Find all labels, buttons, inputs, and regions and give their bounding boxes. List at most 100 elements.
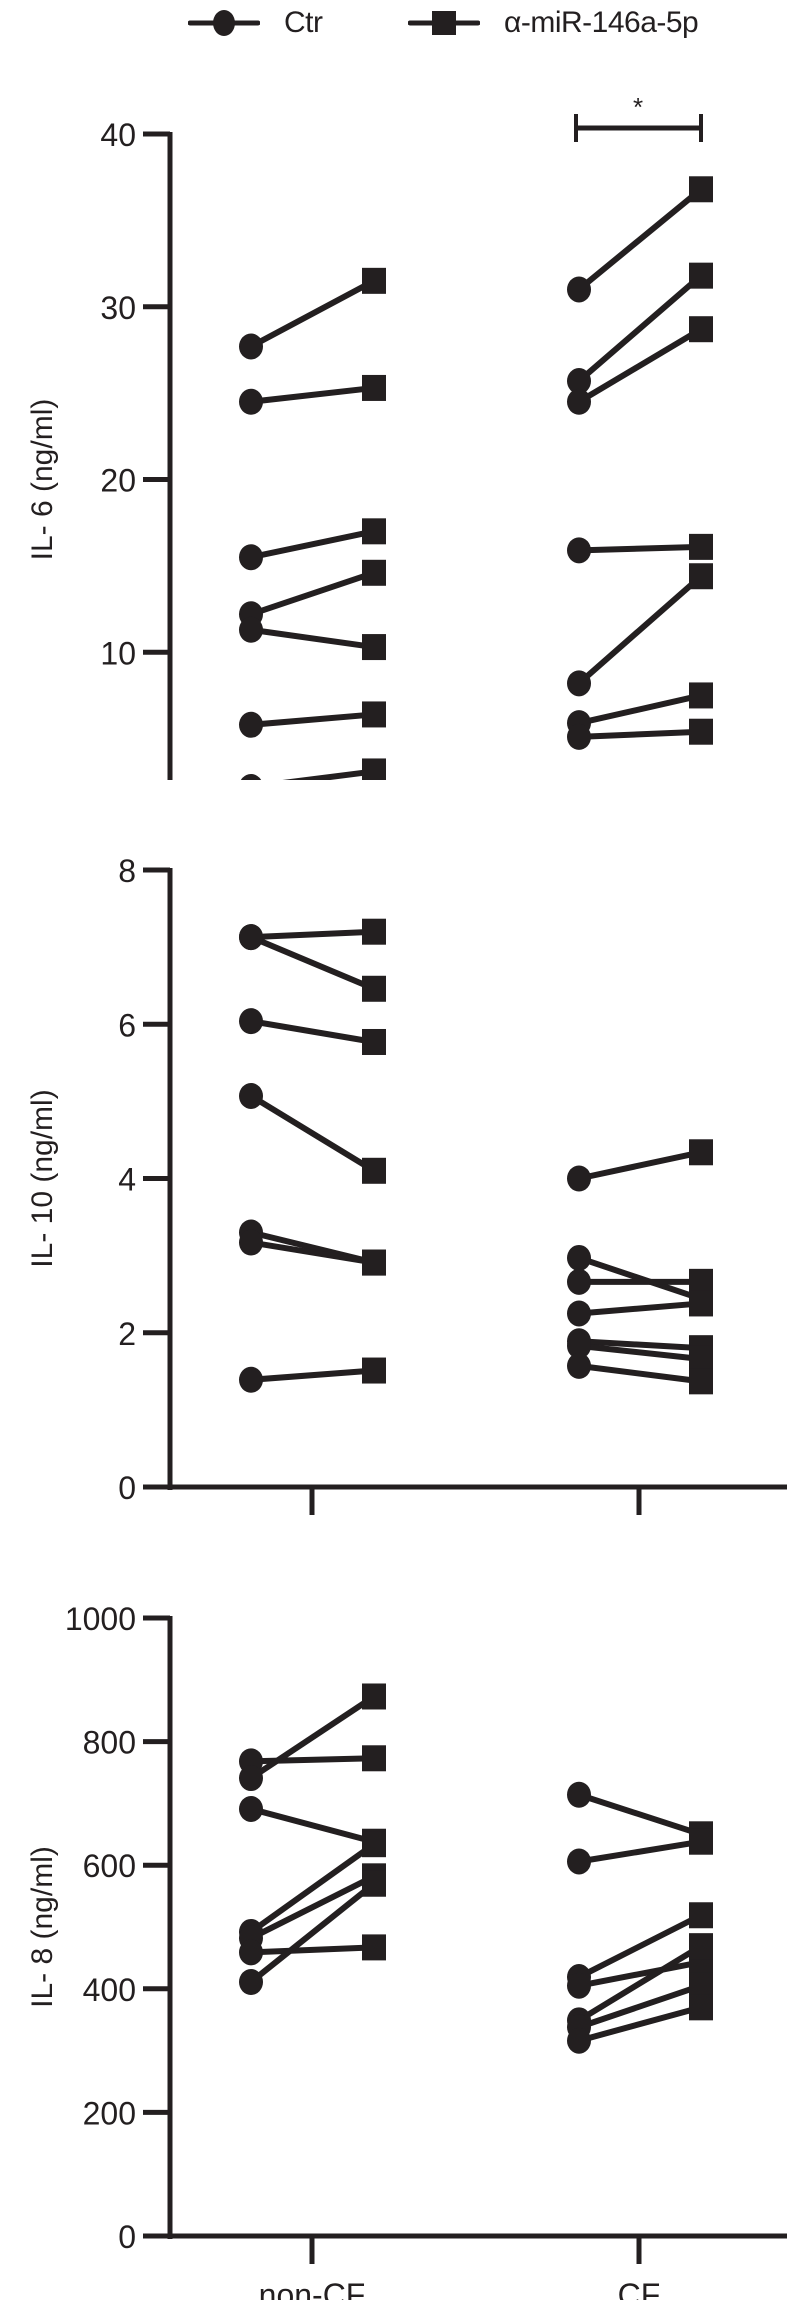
y-tick-label: 0	[118, 1470, 136, 1506]
ctr-point	[567, 368, 591, 395]
pair-line	[249, 934, 376, 992]
pair-line	[578, 1838, 702, 1865]
pair-line	[250, 1367, 375, 1383]
circle-marker-icon	[188, 10, 260, 36]
pair-line	[577, 326, 703, 405]
pair-line	[250, 1755, 375, 1765]
pair-line	[578, 2004, 702, 2044]
treatment-point	[689, 533, 713, 560]
y-tick-label: 20	[100, 463, 136, 499]
pair-group-non-cf	[239, 1683, 386, 1996]
treatment-point	[689, 316, 713, 343]
pair-line	[578, 1959, 702, 1989]
treatment-point	[362, 374, 386, 401]
ctr-point	[567, 276, 591, 303]
ctr-point	[567, 1332, 591, 1359]
pair-line	[249, 1841, 376, 1935]
pair-line	[578, 1255, 702, 1302]
treatment-point	[362, 1357, 386, 1384]
pair-line	[578, 1791, 702, 1838]
pair-group-cf	[567, 1781, 713, 2054]
ctr-point	[567, 1300, 591, 1327]
pair-line	[577, 273, 703, 384]
x-tick-label-cf: CF	[618, 2277, 661, 2300]
treatment-point	[689, 1290, 713, 1317]
treatment-point	[689, 176, 713, 203]
ctr-point	[567, 1268, 591, 1295]
y-axis-label: IL- 6 (ng/ml)	[26, 399, 59, 561]
pair-line	[578, 1149, 702, 1182]
treatment-point	[689, 1139, 713, 1166]
treatment-point	[362, 1249, 386, 1276]
treatment-point	[689, 682, 713, 709]
y-tick-label: 0	[118, 2219, 136, 2255]
y-tick-label: 200	[83, 2095, 136, 2131]
ctr-point	[567, 723, 591, 750]
pair-line	[249, 1881, 376, 1985]
pair-line	[578, 1362, 702, 1385]
significance-star: *	[633, 92, 643, 122]
pair-line	[577, 1943, 703, 2023]
ctr-point	[239, 388, 263, 415]
treatment-point	[362, 758, 386, 785]
pair-group-non-cf	[239, 918, 386, 1393]
treatment-point	[689, 718, 713, 745]
treatment-point	[362, 1028, 386, 1055]
ctr-point	[567, 2027, 591, 2054]
pair-line	[578, 1342, 702, 1362]
ctr-point	[239, 544, 263, 571]
pair-line	[250, 569, 375, 618]
ctr-point	[239, 1795, 263, 1822]
pair-line	[577, 186, 703, 292]
ctr-point	[239, 1082, 263, 1109]
ctr-point	[567, 1848, 591, 1875]
pair-line	[249, 1093, 376, 1174]
ctr-point	[239, 1969, 263, 1996]
pair-line	[249, 1873, 376, 1941]
y-tick-label: 40	[100, 117, 136, 153]
pair-line	[249, 1693, 376, 1781]
x-tick-label-non-cf: non-CF	[259, 2277, 366, 2300]
ctr-point	[239, 1939, 263, 1966]
chart-il8: 0 200 400 600 800 1000 IL- 8 (ng/ml) non-CF CF	[0, 1530, 787, 2305]
treatment-point	[362, 975, 386, 1002]
treatment-point	[689, 1345, 713, 1372]
pair-line	[250, 384, 375, 405]
y-tick-label: 4	[118, 1162, 136, 1198]
pair-line	[250, 928, 375, 941]
treatment-point	[689, 1994, 713, 2021]
y-tick-label: 8	[118, 853, 136, 889]
treatment-point	[689, 1828, 713, 1855]
pair-group-cf	[567, 176, 713, 750]
ctr-point	[567, 1781, 591, 1808]
legend-label-ctr: Ctr	[284, 6, 323, 39]
il8-plot: 0 200 400 600 800 1000 IL- 8 (ng/ml) non-CF CF	[26, 1601, 787, 2305]
pair-line	[578, 1338, 702, 1352]
ctr-point	[567, 670, 591, 697]
y-tick-label: 10	[100, 635, 136, 671]
ctr-point	[567, 1972, 591, 1999]
pair-line	[250, 528, 375, 561]
pair-line	[250, 1239, 375, 1266]
ctr-point	[239, 1765, 263, 1792]
pair-line	[577, 573, 703, 686]
ctr-point	[239, 711, 263, 738]
ctr-point	[567, 1352, 591, 1379]
ctr-point	[239, 1008, 263, 1035]
treatment-point	[689, 563, 713, 590]
legend-item-ctr: Ctr	[188, 6, 323, 40]
treatment-point	[362, 518, 386, 545]
pair-line	[249, 278, 376, 350]
pair-line	[250, 1018, 375, 1045]
ctr-point	[567, 537, 591, 564]
treatment-point	[689, 1933, 713, 1960]
y-tick-label: 2	[118, 1316, 136, 1352]
square-marker-icon	[408, 11, 480, 35]
treatment-point	[362, 1831, 386, 1858]
treatment-point	[362, 1157, 386, 1184]
pair-group-cf	[567, 1139, 713, 1395]
